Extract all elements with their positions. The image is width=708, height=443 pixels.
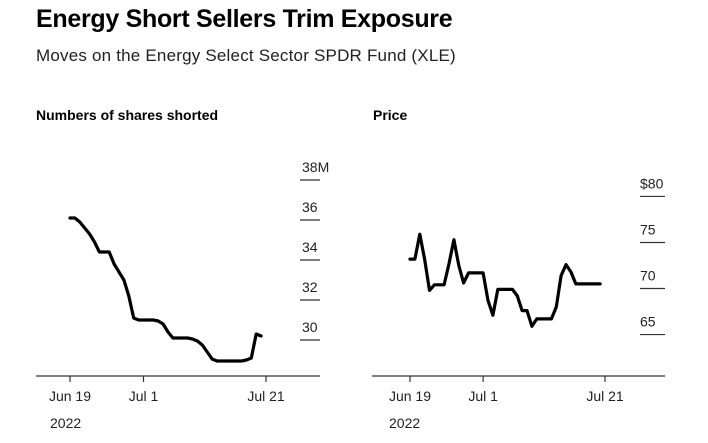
shares-x-tick-label: Jul 21 <box>247 388 285 404</box>
shares-series-line <box>68 216 263 363</box>
price-y-tick-label: 70 <box>640 268 656 284</box>
price-y-tick-label: $80 <box>640 175 664 191</box>
price-series-line <box>408 232 602 328</box>
shares-shorted-panel-title: Numbers of shares shorted <box>36 107 219 123</box>
price-y-tick-label: 75 <box>640 221 656 237</box>
shares-x-tick-label: Jun 19 <box>49 388 91 404</box>
shares-y-tick-label: 34 <box>302 239 318 255</box>
shares-x-tick-label: Jul 1 <box>129 388 159 404</box>
shares-y-tick-label: 30 <box>302 319 318 335</box>
price-x-tick-label: Jul 1 <box>468 388 498 404</box>
price-x-tick-label: Jul 21 <box>586 388 624 404</box>
price-y-tick-label: 65 <box>640 314 656 330</box>
chart-title: Energy Short Sellers Trim Exposure <box>36 5 453 33</box>
price-panel-title: Price <box>373 107 408 123</box>
shares-y-tick-label: 32 <box>302 279 318 295</box>
shares-year-label: 2022 <box>50 415 81 431</box>
shares-y-tick-label: 36 <box>302 199 318 215</box>
price-year-label: 2022 <box>389 415 420 431</box>
chart-subtitle: Moves on the Energy Select Sector SPDR F… <box>36 46 456 65</box>
price-x-tick-label: Jun 19 <box>389 388 431 404</box>
shares-y-tick-label: 38M <box>302 159 329 175</box>
